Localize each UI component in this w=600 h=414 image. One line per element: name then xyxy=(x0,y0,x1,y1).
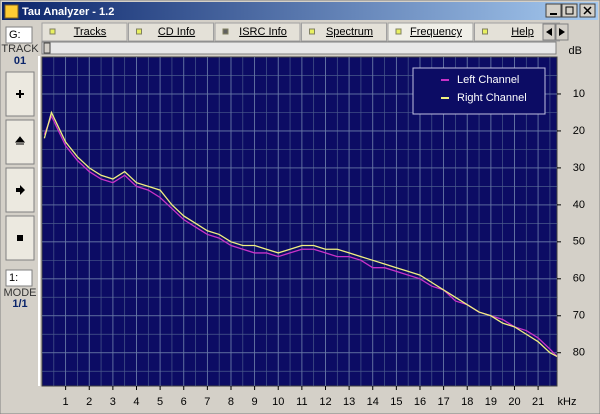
x-tick-label: 10 xyxy=(272,396,284,408)
tab-indicator xyxy=(395,28,402,35)
track-label: TRACK xyxy=(1,43,39,55)
tab-label: Tracks xyxy=(74,26,107,38)
play-glyph xyxy=(16,185,25,195)
x-tick-label: 8 xyxy=(228,396,234,408)
legend-box xyxy=(412,67,546,115)
y-tick-label: 70 xyxy=(573,310,585,322)
mode-value: 1/1 xyxy=(12,298,27,310)
tab-indicator xyxy=(136,28,142,35)
y-tick-label: 60 xyxy=(573,273,585,285)
x-tick-label: 15 xyxy=(390,396,402,408)
tab-body[interactable] xyxy=(41,22,128,42)
tab[interactable]: ISRC Info xyxy=(214,22,301,42)
legend-label: Left Channel xyxy=(457,74,519,86)
series-line xyxy=(43,110,558,358)
window-title: Tau Analyzer - 1.2 xyxy=(22,6,114,18)
app-icon xyxy=(4,4,19,19)
divider xyxy=(38,56,40,386)
tab-indicator xyxy=(309,28,315,35)
drive-select[interactable] xyxy=(5,26,33,44)
x-axis-label: kHz xyxy=(558,396,577,408)
tab[interactable]: CD Info xyxy=(128,22,214,42)
x-tick-label: 6 xyxy=(181,396,187,408)
y-tick-label: 30 xyxy=(573,162,585,174)
tab[interactable]: Frequency xyxy=(387,22,474,42)
chart: 1 2 3 4 5 6 7 8 9 10 11 12 13 14 15 16 17 18 19 20 211020304… xyxy=(41,45,585,408)
x-tick-label: 16 xyxy=(414,396,426,408)
y-tick-label: 10 xyxy=(573,88,585,100)
minimize-button[interactable] xyxy=(545,3,562,18)
y-tick-label: 80 xyxy=(573,347,585,359)
x-tick-label: 12 xyxy=(319,396,331,408)
eject-glyph xyxy=(14,136,26,145)
transport-buttons xyxy=(5,71,35,261)
track-number: 01 xyxy=(14,55,26,67)
x-tick-label: 7 xyxy=(204,396,210,408)
x-tick-label: 17 xyxy=(437,396,449,408)
mode-select-label: 1: xyxy=(9,272,18,284)
tab-body[interactable] xyxy=(301,22,387,42)
x-tick-label: 21 xyxy=(532,396,544,408)
legend: Left Channel Right Channel xyxy=(412,67,546,115)
x-tick-label: 13 xyxy=(343,396,355,408)
mode-label: MODE xyxy=(4,287,37,299)
maximize-button[interactable] xyxy=(561,3,578,18)
x-tick-label: 11 xyxy=(296,396,307,408)
tab-label: Help xyxy=(511,26,534,38)
stop-glyph xyxy=(17,235,23,241)
tab-body[interactable] xyxy=(128,22,214,42)
x-tick-label: 2 xyxy=(86,396,92,408)
x-tick-label: 19 xyxy=(485,396,497,408)
x-tick-label: 4 xyxy=(133,396,139,408)
mode-select[interactable] xyxy=(5,269,33,287)
position-slider[interactable] xyxy=(41,41,557,55)
window-controls[interactable] xyxy=(545,3,596,18)
scroll-arrows xyxy=(546,28,565,36)
x-tick-label: 20 xyxy=(508,396,520,408)
tab-indicator xyxy=(49,28,56,35)
tab[interactable]: Tracks xyxy=(41,22,128,42)
tab-body[interactable] xyxy=(387,22,474,42)
x-tick-label: 14 xyxy=(367,396,379,408)
tab-label: Spectrum xyxy=(326,26,373,38)
y-tick-label: 20 xyxy=(573,125,585,137)
y-tick-label: 40 xyxy=(573,199,585,211)
tab-label: Frequency xyxy=(410,26,462,38)
maximize-glyph xyxy=(565,6,574,15)
x-tick-label: 18 xyxy=(461,396,473,408)
tab-body[interactable] xyxy=(214,22,301,42)
y-tick-label: 50 xyxy=(573,236,585,248)
tab-indicator xyxy=(222,28,229,35)
add-glyph xyxy=(16,90,24,98)
slider-thumb[interactable] xyxy=(43,42,51,54)
tab[interactable]: Spectrum xyxy=(301,22,387,42)
tab-indicator xyxy=(482,28,488,35)
tab-label: ISRC Info xyxy=(239,26,287,38)
title-bar xyxy=(2,2,598,20)
drive-label: G: xyxy=(9,29,21,41)
tab-bar: Tracks CD Info ISRC Info Spectrum Frequency H… xyxy=(41,22,560,42)
close-glyph xyxy=(583,6,592,15)
x-tick-label: 9 xyxy=(252,396,258,408)
x-tick-label: 3 xyxy=(110,396,116,408)
legend-label: Right Channel xyxy=(457,92,527,104)
tab-label: CD Info xyxy=(158,26,195,38)
x-tick-label: 5 xyxy=(157,396,163,408)
x-tick-label: 1 xyxy=(63,396,69,408)
y-axis-label: dB xyxy=(569,45,582,57)
